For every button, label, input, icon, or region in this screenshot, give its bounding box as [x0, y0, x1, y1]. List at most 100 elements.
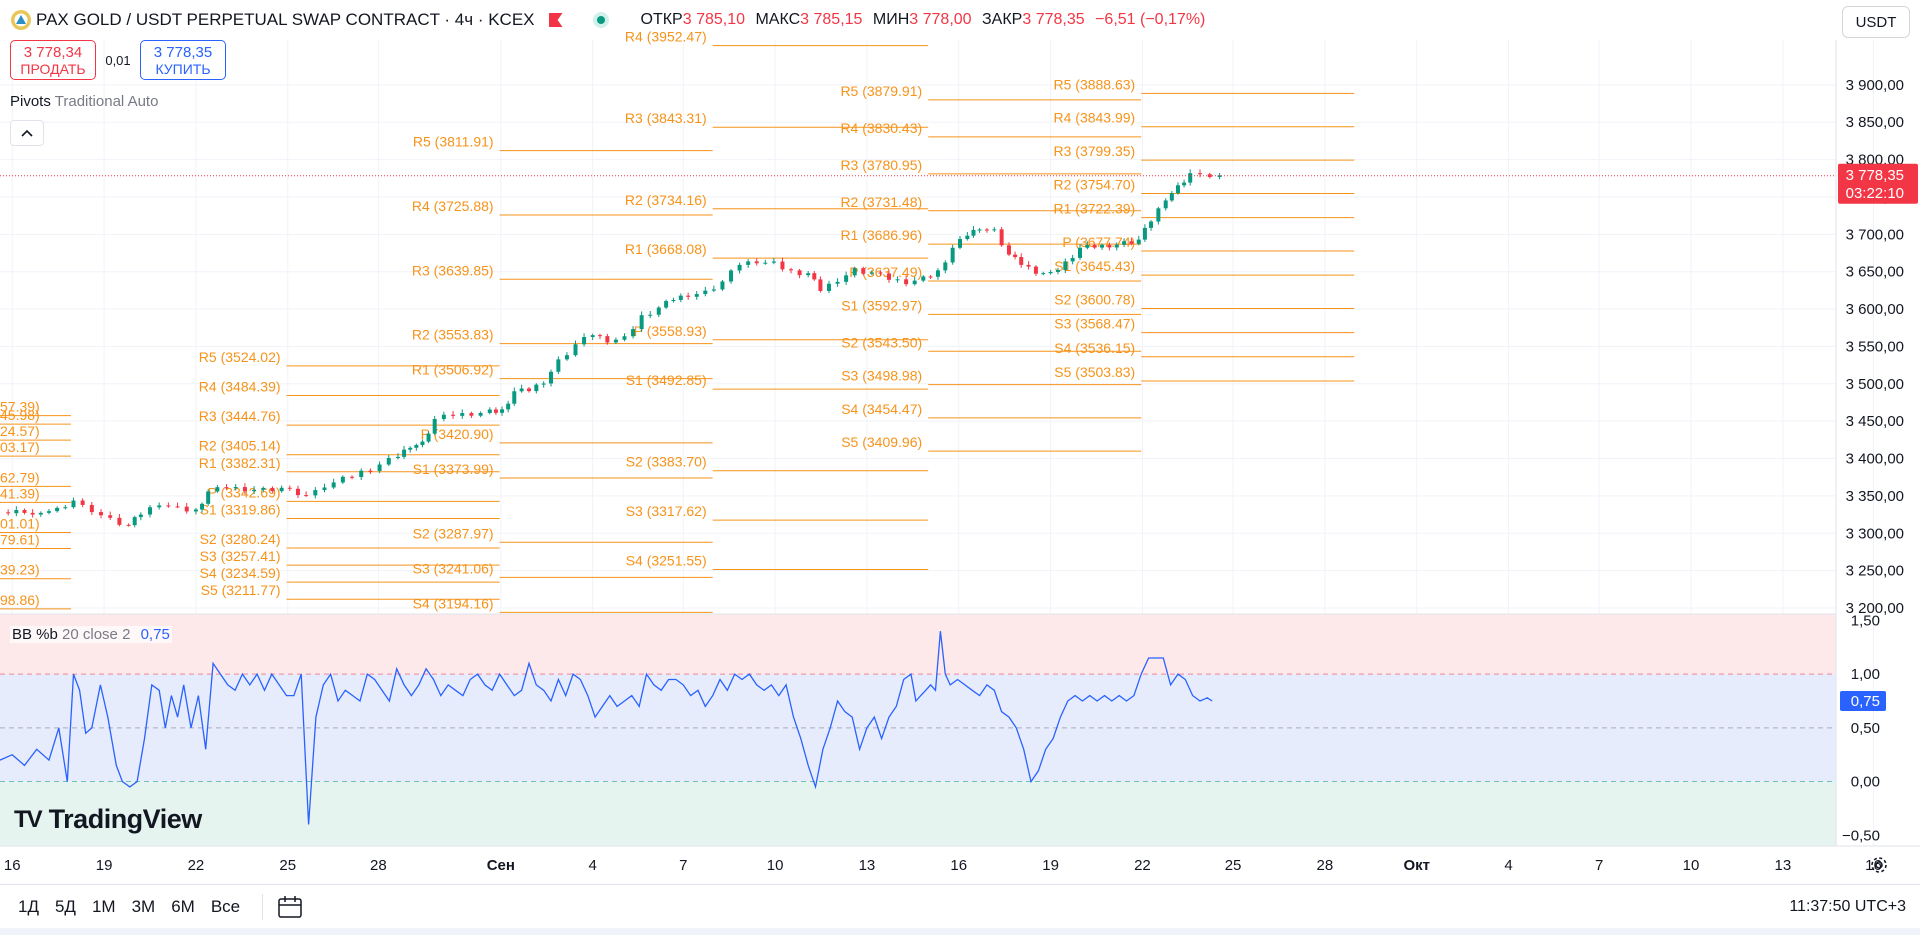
candle-body: [904, 279, 909, 285]
candle-body: [506, 403, 511, 410]
pivot-label: P (3637.49): [849, 264, 922, 280]
flag-icon[interactable]: [548, 13, 563, 27]
candle-body: [1169, 193, 1174, 201]
pivot-label: S5 (3211.77): [201, 582, 281, 598]
pivot-label: R4 (3843.99): [1054, 110, 1136, 126]
scrollbar[interactable]: [0, 928, 1920, 935]
pivot-label: 79.61): [0, 532, 40, 548]
timeframe-6m[interactable]: 6М: [171, 897, 195, 916]
pivot-label: S3 (3257.41): [200, 548, 281, 564]
timeframe-3m[interactable]: 3М: [131, 897, 156, 916]
pivots-indicator-label[interactable]: Pivots Traditional Auto: [10, 93, 158, 110]
candle-body: [780, 261, 785, 270]
price-tick-label: 3 700,00: [1846, 226, 1904, 243]
candle-body: [754, 261, 759, 264]
pivot-label: S2 (3600.78): [1054, 291, 1135, 307]
candle-body: [512, 391, 517, 404]
candle-body: [441, 414, 446, 420]
open-label: ОТКР: [640, 11, 683, 28]
pivot-label: S4 (3536.15): [1054, 340, 1135, 356]
settings-icon[interactable]: [1868, 854, 1890, 876]
candle-body: [1013, 254, 1018, 258]
symbol-title[interactable]: PAX GOLD / USDT PERPETUAL SWAP CONTRACT …: [36, 10, 535, 29]
bb-indicator-label[interactable]: BB %b 20 close 2 0,75: [10, 626, 172, 643]
clock[interactable]: 11:37:50 UTC+3: [1789, 898, 1906, 915]
pivot-label: R4 (3484.39): [199, 378, 281, 394]
time-tick-label: 7: [1595, 857, 1603, 874]
candle-body: [242, 487, 247, 492]
candle-body: [80, 500, 85, 505]
pivot-label: R5 (3879.91): [840, 83, 922, 99]
candle-body: [469, 413, 474, 416]
bb-value-tag: [1840, 691, 1886, 711]
candle-body: [1033, 266, 1038, 274]
pivot-label: 01.01): [0, 516, 40, 532]
candle-body: [493, 409, 498, 413]
high-label: МАКС: [755, 11, 801, 28]
price-tick-label: 3 550,00: [1846, 338, 1904, 355]
pivot-label: S1 (3645.43): [1054, 258, 1135, 274]
change-value: −6,51 (−0,17%): [1095, 11, 1206, 28]
candle-body: [564, 355, 569, 360]
calendar-icon[interactable]: [277, 895, 303, 919]
bb-tick-label: 1,00: [1851, 666, 1880, 683]
time-tick-label: 16: [950, 857, 967, 874]
candle-body: [460, 413, 465, 416]
indicator-name: Pivots: [10, 93, 51, 110]
candle-body: [656, 307, 661, 315]
sell-button[interactable]: 3 778,34 ПРОДАТЬ: [10, 40, 96, 80]
candle-body: [166, 505, 171, 507]
candle-body: [943, 262, 948, 271]
tradingview-logo-text: TradingView: [48, 804, 203, 834]
candle-body: [414, 445, 419, 448]
pivot-label: R1 (3686.96): [840, 227, 922, 243]
candle-body: [720, 281, 725, 290]
currency-button[interactable]: USDT: [1842, 6, 1910, 38]
candle-body: [359, 470, 364, 478]
time-tick-label: 25: [1225, 857, 1242, 874]
pivot-label: 62.79): [0, 469, 40, 485]
collapse-button[interactable]: [10, 120, 44, 146]
price-tick-label: 3 650,00: [1846, 264, 1904, 281]
price-tick-label: 3 850,00: [1846, 114, 1904, 131]
pivot-label: R3 (3780.95): [840, 157, 922, 173]
axes: 3 900,003 850,003 800,003 750,003 700,00…: [0, 40, 1920, 874]
pivot-label: R1 (3382.31): [199, 455, 281, 471]
price-tick-label: 3 400,00: [1846, 451, 1904, 468]
timeframe-1m[interactable]: 1М: [91, 897, 116, 916]
tradingview-logo[interactable]: ТV TradingView: [14, 804, 202, 835]
chart-canvas[interactable]: 57.39)45.98)24.57)03.17) 62.79)41.39) 01.0…: [0, 0, 1920, 884]
time-tick-label: 28: [1317, 857, 1334, 874]
buy-button[interactable]: 3 778,35 КУПИТЬ: [140, 40, 226, 80]
pivot-label: 45.98): [0, 407, 40, 423]
timeframe-all[interactable]: Все: [210, 897, 241, 916]
bb-line: [0, 631, 1213, 825]
timeframe-5d[interactable]: 5Д: [54, 897, 76, 916]
candle-body: [420, 441, 425, 446]
low-value: 3 778,00: [909, 11, 972, 28]
candle-body: [368, 470, 373, 472]
close-label: ЗАКР: [982, 11, 1023, 28]
candle-body: [789, 269, 794, 271]
pivot-label: R3 (3799.35): [1054, 143, 1136, 159]
bb-params: 20 close 2: [62, 626, 131, 643]
candle-body: [270, 487, 275, 492]
candle-body: [686, 295, 691, 297]
candle-body: [287, 487, 292, 489]
candle-body: [671, 299, 676, 302]
timeframe-1d[interactable]: 1Д: [18, 897, 39, 916]
candle-body: [526, 388, 531, 392]
pivot-levels: 57.39)45.98)24.57)03.17) 62.79)41.39) 01.0…: [0, 29, 1355, 613]
candle-body: [622, 336, 627, 340]
candle-body: [582, 337, 587, 345]
bb-tick-label: 0,00: [1851, 774, 1880, 791]
candle-body: [1188, 173, 1193, 183]
candle-body: [1107, 244, 1112, 248]
pivot-label: R2 (3734.16): [625, 192, 707, 208]
candle-body: [844, 275, 849, 282]
candle-body: [835, 281, 840, 284]
pivot-label: R3 (3639.85): [412, 262, 494, 278]
candle-body: [1175, 185, 1180, 194]
bb-oversold-zone: [0, 781, 1836, 846]
pivot-label: R2 (3731.48): [840, 194, 922, 210]
